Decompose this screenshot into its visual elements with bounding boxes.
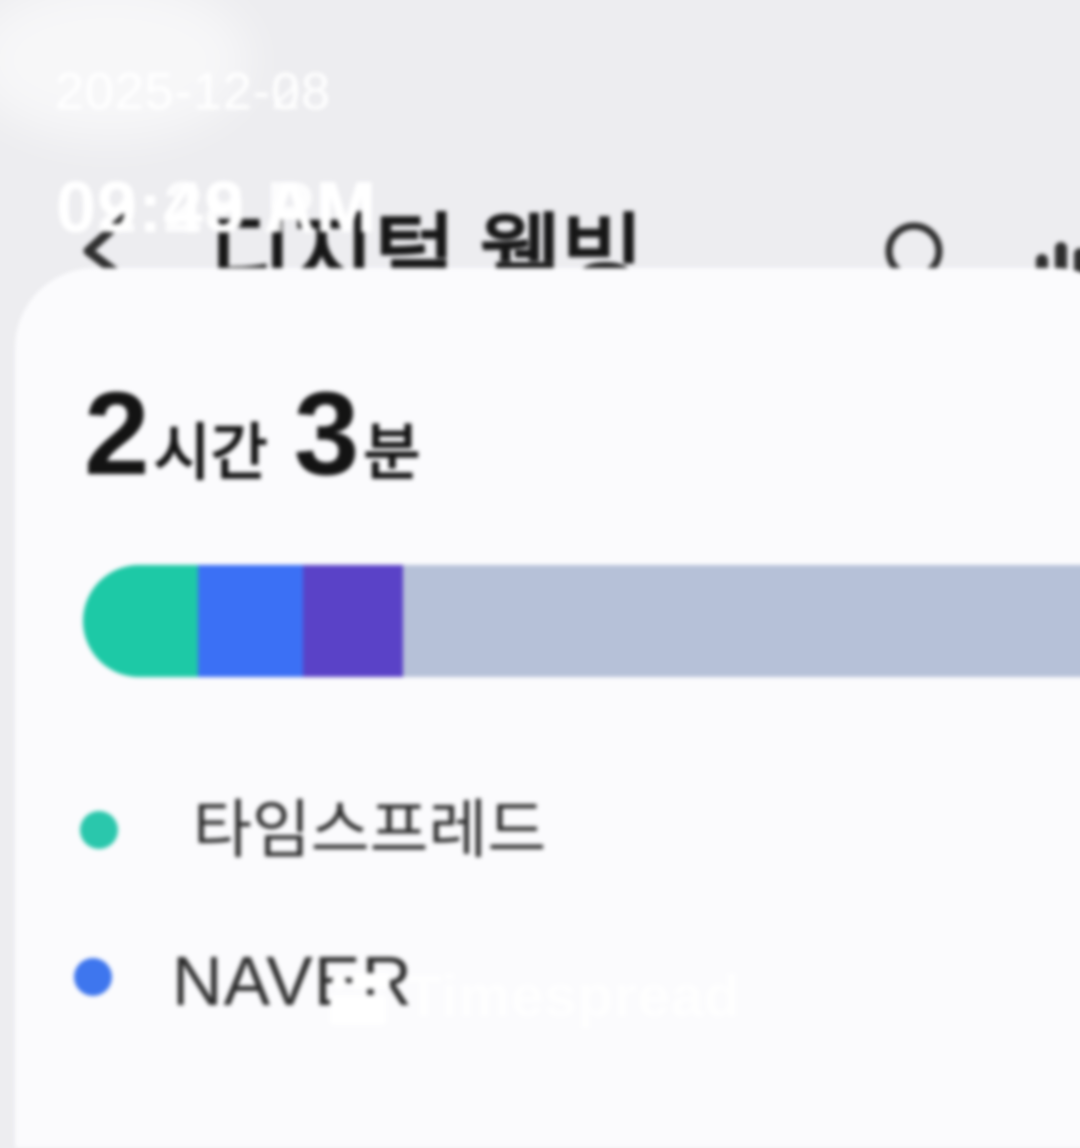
light-blob-artifact bbox=[0, 0, 250, 140]
timestamp-time: 09:49 AM bbox=[56, 168, 378, 248]
hours-value: 2 bbox=[84, 368, 150, 500]
usage-segment-timespread bbox=[83, 565, 198, 677]
watermark-text: Timespread bbox=[406, 964, 741, 1029]
timestamp-date: 2025-12-08 bbox=[55, 63, 331, 121]
minutes-unit: 분 bbox=[363, 419, 421, 488]
timestamp-time-ghost: 02:28 PM bbox=[56, 168, 377, 248]
legend-dot-naver bbox=[74, 958, 112, 996]
screen-time-card[interactable]: 2 시간 3 분 타임스프레드 NAVER Timespread bbox=[15, 268, 1080, 1148]
total-screen-time: 2 시간 3 분 bbox=[84, 368, 421, 500]
app-usage-bar bbox=[83, 565, 1080, 677]
usage-segment-other bbox=[303, 565, 403, 677]
usage-bar-track bbox=[403, 565, 1080, 677]
hours-unit: 시간 bbox=[153, 419, 268, 488]
legend-dot-timespread bbox=[80, 811, 118, 849]
timestamp-date-ghost: 2025-12-28 bbox=[55, 63, 331, 121]
legend-label-timespread: 타임스프레드 bbox=[193, 794, 547, 866]
timespread-logo-icon bbox=[330, 969, 392, 1025]
watermark: Timespread bbox=[330, 968, 741, 1026]
minutes-value: 3 bbox=[293, 368, 360, 500]
usage-segment-naver bbox=[198, 565, 303, 677]
